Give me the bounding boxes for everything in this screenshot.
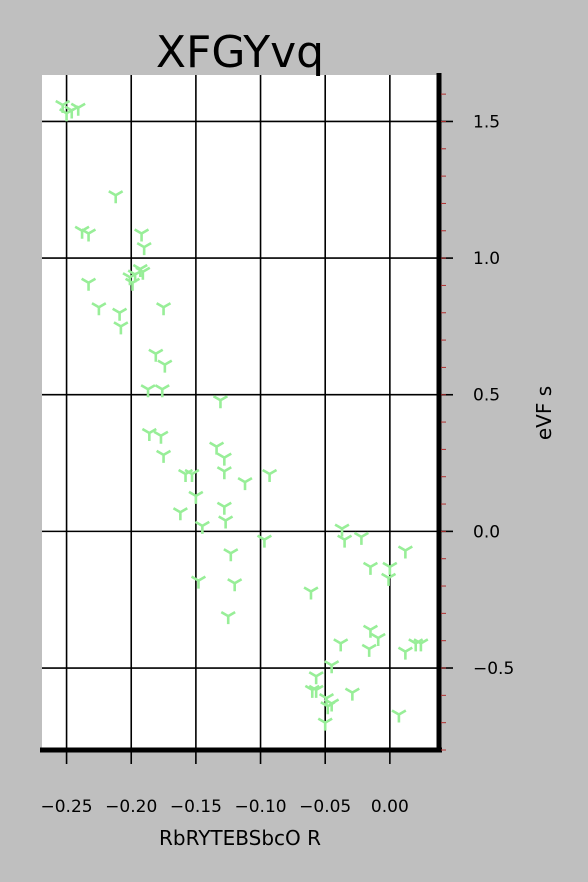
- axis-ticks: [65, 93, 453, 764]
- x-tick-label: −0.15: [170, 797, 222, 817]
- data-point: [154, 384, 170, 398]
- data-point: [108, 190, 124, 204]
- y-tick-label: −0.5: [473, 659, 514, 679]
- data-point: [155, 449, 172, 463]
- plot-area: [42, 75, 439, 750]
- grid-lines: [42, 75, 439, 750]
- y-tick-label: 1.0: [473, 249, 500, 269]
- data-point: [324, 698, 340, 712]
- data-point: [157, 359, 173, 373]
- data-point: [216, 501, 232, 515]
- data-point: [124, 277, 141, 291]
- data-point: [91, 302, 107, 316]
- x-tick-label: −0.05: [299, 797, 351, 817]
- data-point: [262, 468, 278, 482]
- y-axis-label: eVF s: [532, 386, 556, 440]
- data-point: [237, 477, 253, 491]
- data-point: [362, 624, 379, 638]
- x-tick-label: −0.10: [234, 797, 286, 817]
- data-point: [397, 646, 413, 660]
- chart-title: XFGYvq: [156, 27, 324, 78]
- data-point: [70, 102, 86, 116]
- data-point: [391, 709, 407, 723]
- data-point: [208, 441, 225, 455]
- data-point: [184, 468, 200, 482]
- data-point: [303, 586, 319, 600]
- data-point: [80, 228, 97, 242]
- data-point: [227, 578, 243, 592]
- data-point: [113, 321, 129, 335]
- data-point: [308, 671, 324, 685]
- data-point: [140, 384, 156, 398]
- data-point: [344, 687, 360, 701]
- data-points: [55, 99, 429, 731]
- data-point: [188, 490, 204, 504]
- y-tick-label: 0.5: [473, 386, 500, 406]
- data-point: [80, 277, 97, 291]
- data-point: [218, 515, 234, 529]
- data-point: [361, 643, 377, 657]
- x-tick-label: −0.25: [41, 797, 93, 817]
- data-point: [216, 452, 232, 466]
- data-point: [413, 638, 429, 652]
- data-point: [370, 632, 386, 646]
- data-point: [153, 430, 169, 444]
- axis-spines: [40, 73, 442, 753]
- data-point: [112, 307, 128, 321]
- data-point: [212, 395, 229, 409]
- x-axis-label: RbRYTEBSbcO R: [159, 826, 321, 850]
- data-point: [194, 520, 210, 534]
- y-tick-label: 0.0: [473, 522, 500, 542]
- data-point: [333, 638, 349, 652]
- data-point: [324, 660, 340, 674]
- data-point: [308, 684, 324, 698]
- data-point: [155, 302, 172, 316]
- y-tick-labels: −0.5 0.0 0.5 1.0 1.5: [473, 112, 514, 679]
- data-point: [256, 534, 273, 548]
- data-point: [362, 561, 379, 575]
- data-point: [223, 548, 239, 562]
- data-point: [317, 717, 333, 731]
- data-point: [133, 228, 150, 242]
- data-point: [334, 523, 350, 537]
- data-point: [190, 575, 207, 589]
- data-point: [141, 427, 157, 441]
- data-point: [216, 466, 232, 480]
- data-point: [353, 531, 369, 545]
- data-point: [382, 561, 398, 575]
- data-point: [380, 572, 397, 586]
- data-point: [220, 610, 236, 625]
- y-tick-label: 1.5: [473, 112, 500, 132]
- x-tick-label: −0.20: [105, 797, 157, 817]
- data-point: [337, 534, 353, 548]
- data-point: [172, 507, 188, 521]
- data-point: [136, 242, 152, 256]
- x-tick-label: 0.00: [371, 797, 409, 817]
- x-tick-labels: −0.25 −0.20 −0.15 −0.10 −0.05 0.00: [41, 797, 409, 817]
- data-point: [397, 545, 413, 559]
- data-point: [148, 348, 164, 362]
